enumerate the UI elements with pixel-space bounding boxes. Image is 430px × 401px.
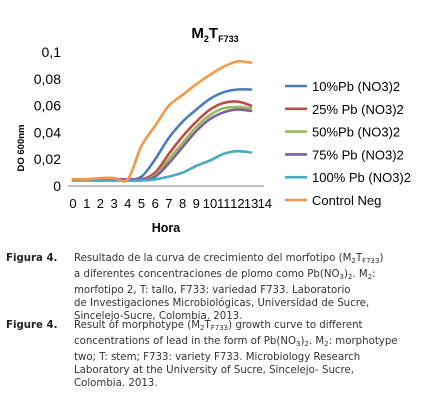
x-tick-labels: 0 1 2 3 4 5 6 7 8 9 10 11 12 13 14	[69, 196, 272, 211]
y-tick-label: 0,1	[42, 44, 62, 60]
legend-label: 50%Pb (NO3)2	[312, 125, 400, 140]
caption-line: two; T: stem; F733: variety F733. Microb…	[74, 352, 361, 363]
y-tick-label: 0,06	[34, 98, 61, 114]
y-tick-label: 0,08	[34, 71, 61, 87]
series-line-4	[71, 108, 253, 181]
caption-line: Sincelejo-Sucre, Colombia. 2013.	[74, 311, 243, 322]
x-tick-label: 0	[69, 196, 76, 211]
legend-label: 100% Pb (NO3)2	[312, 170, 411, 185]
chart-title: M2TF733	[191, 25, 238, 44]
x-tick-label: 2	[97, 196, 104, 211]
y-tick-label: 0	[53, 178, 61, 194]
legend: 10%Pb (NO3)2 25% Pb (NO3)2 50%Pb (NO3)2 75%…	[285, 79, 411, 208]
y-axis-label: DO 600nm	[16, 125, 27, 172]
x-tick-label: 12	[230, 196, 244, 211]
caption-text: Resultado de la curva de crecimiento del…	[74, 252, 426, 323]
x-tick-label: 14	[258, 196, 272, 211]
x-tick-label: 4	[124, 196, 131, 211]
x-tick-label: 11	[217, 196, 231, 211]
x-tick-label: 5	[138, 196, 145, 211]
y-tick-label: 0,04	[34, 124, 61, 140]
x-tick-label: 1	[83, 196, 90, 211]
caption-english: Figure 4. Result of morphotype (M2TF733)…	[6, 319, 426, 390]
caption-label: Figure 4.	[6, 320, 58, 331]
caption-line: de Investigaciones Microbiológicas, Univ…	[74, 298, 370, 309]
series-line-6	[71, 59, 253, 183]
x-tick-label: 3	[110, 196, 117, 211]
caption-line: a diferentes concentraciones de plomo co…	[74, 269, 376, 281]
legend-label: 25% Pb (NO3)2	[312, 102, 404, 117]
legend-label: Control Neg	[312, 193, 381, 208]
series-line-3	[71, 105, 253, 181]
caption-text: Result of morphotype (M2TF733) growth cu…	[74, 319, 426, 390]
x-axis-label: Hora	[152, 221, 182, 235]
caption-label: Figura 4.	[6, 253, 58, 264]
x-tick-label: 10	[203, 196, 217, 211]
x-tick-label: 8	[179, 196, 186, 211]
growth-curve-chart: M2TF733 DO 600nm Hora 00,020,040,060,080…	[16, 25, 411, 235]
caption-line: Colombia. 2013.	[74, 378, 158, 389]
caption-line: morfotipo 2, T: tallo, F733: variedad F7…	[74, 285, 351, 296]
legend-label: 75% Pb (NO3)2	[312, 147, 404, 162]
x-tick-label: 6	[152, 196, 159, 211]
y-tick-label: 0,02	[34, 151, 61, 167]
legend-label: 10%Pb (NO3)2	[312, 79, 400, 94]
x-tick-label: 7	[165, 196, 172, 211]
x-tick-label: 9	[193, 196, 200, 211]
y-tick-labels: 0 0,02 0,04 0,06 0,08 0,1	[34, 44, 61, 194]
series-line-5	[71, 149, 253, 183]
x-tick-label: 13	[244, 196, 258, 211]
caption-line: Result of morphotype (M2TF733) growth cu…	[74, 320, 363, 332]
caption-spanish: Figura 4. Resultado de la curva de creci…	[6, 252, 426, 323]
caption-line: concentrations of lead in the form of Pb…	[74, 336, 398, 348]
series-lines	[71, 59, 253, 183]
caption-line: Laboratory at the University of Sucre, S…	[74, 365, 354, 376]
caption-line: Resultado de la curva de crecimiento del…	[74, 253, 384, 265]
